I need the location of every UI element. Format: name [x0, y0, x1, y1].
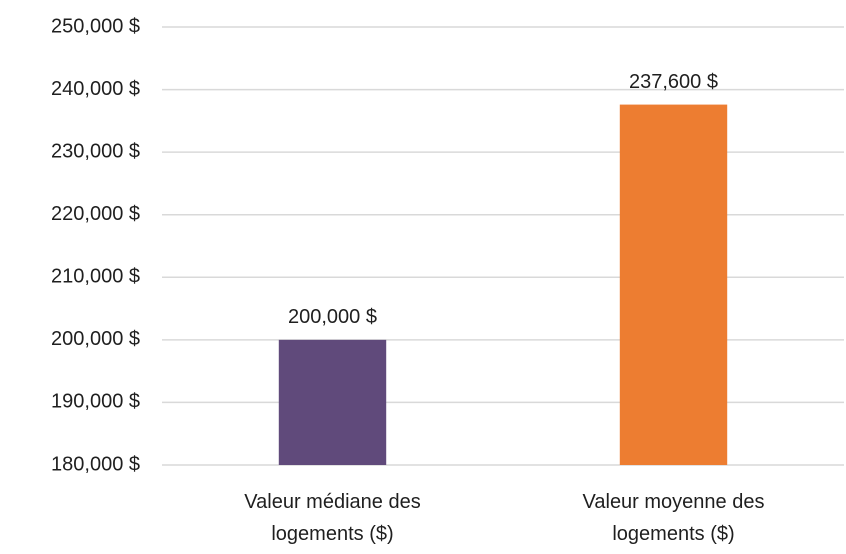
value-label: 200,000 $	[288, 306, 377, 328]
y-tick-label: 200,000 $	[51, 328, 140, 350]
y-tick-label: 220,000 $	[51, 203, 140, 225]
value-label: 237,600 $	[629, 71, 718, 93]
y-tick-label: 240,000 $	[51, 78, 140, 100]
y-tick-label: 210,000 $	[51, 266, 140, 288]
y-tick-label: 250,000 $	[51, 15, 140, 37]
x-tick-label: Valeur médiane des logements ($)	[244, 491, 421, 545]
bar	[619, 104, 728, 466]
bar	[278, 339, 387, 465]
y-tick-label: 180,000 $	[51, 453, 140, 475]
y-tick-label: 230,000 $	[51, 140, 140, 162]
x-tick-label: Valeur moyenne des logements ($)	[582, 491, 765, 545]
y-tick-label: 190,000 $	[51, 391, 140, 413]
